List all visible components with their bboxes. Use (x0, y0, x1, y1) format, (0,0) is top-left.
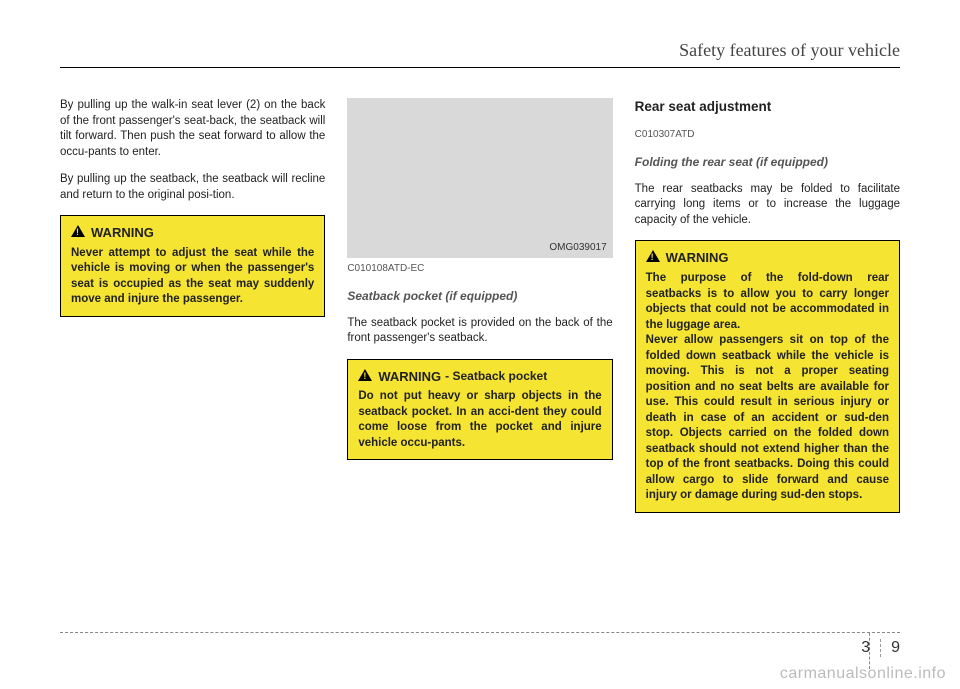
column-1: By pulling up the walk-in seat lever (2)… (60, 98, 325, 527)
subheading: Seatback pocket (if equipped) (347, 288, 612, 304)
page-header: Safety features of your vehicle (60, 40, 900, 68)
body-text: By pulling up the walk-in seat lever (2)… (60, 98, 325, 160)
warning-triangle-icon (358, 369, 372, 381)
warning-label: WARNING (91, 224, 154, 242)
manual-page: Safety features of your vehicle By pulli… (0, 0, 960, 689)
section-number: 3 (861, 639, 881, 657)
three-column-layout: By pulling up the walk-in seat lever (2)… (60, 98, 900, 527)
figure-placeholder: OMG039017 (347, 98, 612, 258)
subheading: Folding the rear seat (if equipped) (635, 154, 900, 170)
warning-body: Do not put heavy or sharp objects in the… (358, 389, 601, 451)
body-text: The rear seatbacks may be folded to faci… (635, 182, 900, 229)
warning-title-row: WARNING (646, 249, 889, 267)
header-title: Safety features of your vehicle (679, 40, 900, 60)
section-heading: Rear seat adjustment (635, 98, 900, 116)
page-number: 3 9 (861, 639, 900, 657)
warning-box: WARNING - Seatback pocket Do not put hea… (347, 359, 612, 461)
warning-label: WARNING (378, 368, 441, 386)
warning-title-row: WARNING (71, 224, 314, 242)
footer-dashed-rule (60, 632, 900, 633)
warning-body: The purpose of the fold-down rear seatba… (646, 271, 889, 504)
warning-body: Never attempt to adjust the seat while t… (71, 246, 314, 308)
warning-box: WARNING Never attempt to adjust the seat… (60, 215, 325, 317)
column-2: OMG039017 C010108ATD-EC Seatback pocket … (347, 98, 612, 527)
reference-code: C010307ATD (635, 128, 900, 142)
body-text: By pulling up the seatback, the seatback… (60, 172, 325, 203)
warning-title-row: WARNING - Seatback pocket (358, 368, 601, 386)
figure-code: OMG039017 (549, 241, 606, 255)
warning-label: WARNING (666, 249, 729, 267)
warning-triangle-icon (646, 250, 660, 262)
warning-triangle-icon (71, 225, 85, 237)
column-3: Rear seat adjustment C010307ATD Folding … (635, 98, 900, 527)
warning-box: WARNING The purpose of the fold-down rea… (635, 240, 900, 512)
body-text: The seatback pocket is provided on the b… (347, 316, 612, 347)
warning-subtitle: - Seatback pocket (445, 368, 547, 386)
watermark-text: carmanualsonline.info (780, 665, 946, 683)
page-number-value: 9 (891, 639, 900, 657)
reference-code: C010108ATD-EC (347, 262, 612, 276)
